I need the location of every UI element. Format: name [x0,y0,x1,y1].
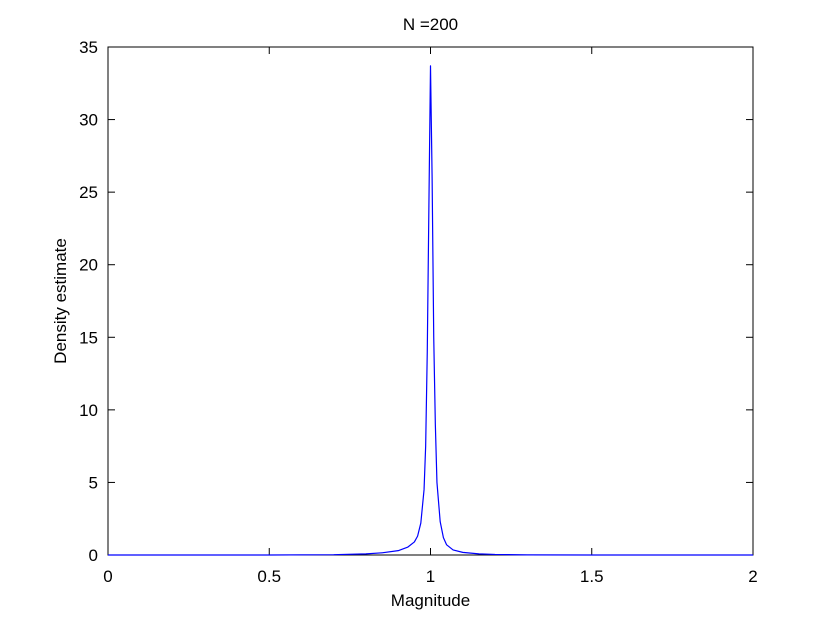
x-tick-label: 1 [426,567,435,586]
x-tick-label: 2 [748,567,757,586]
x-tick-label: 0.5 [257,567,281,586]
y-tick-label: 15 [79,328,98,347]
y-tick-label: 20 [79,256,98,275]
series-layer [108,65,753,556]
y-tick-label: 25 [79,183,98,202]
chart-title: N =200 [403,15,458,34]
x-axis-label: Magnitude [391,591,470,610]
y-tick-label: 35 [79,38,98,57]
y-tick-label: 30 [79,111,98,130]
density-series-line [108,65,753,556]
y-tick-label: 10 [79,401,98,420]
x-tick-label: 0 [103,567,112,586]
y-axis-label: Density estimate [51,238,70,364]
y-tick-label: 0 [89,546,98,565]
x-tick-label: 1.5 [580,567,604,586]
y-tick-label: 5 [89,473,98,492]
plot-area [107,46,754,556]
